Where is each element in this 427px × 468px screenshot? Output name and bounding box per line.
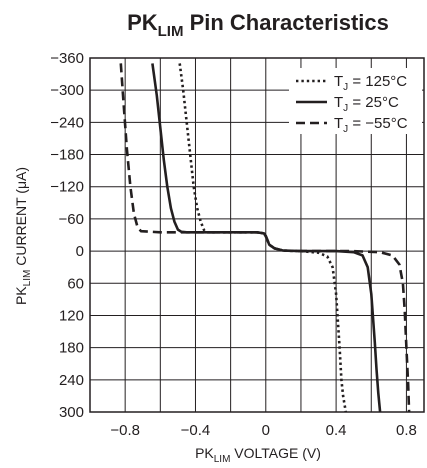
plot-frame <box>89 57 425 413</box>
y-tick-label: 300 <box>59 404 84 421</box>
y-tick-label: 120 <box>59 307 84 324</box>
y-tick-label: −300 <box>50 82 84 99</box>
y-tick-label: 60 <box>67 275 84 292</box>
legend-label: TJ = 125°C <box>334 73 407 93</box>
x-tick-label: 0.8 <box>396 422 417 439</box>
y-tick-label: −60 <box>59 211 84 228</box>
x-axis-ticks: −0.8 −0.4 0 0.4 0.8 <box>110 422 417 439</box>
y-axis-label: PKLIM CURRENT (μA) <box>13 167 33 305</box>
y-tick-label: 0 <box>76 243 84 260</box>
x-axis-label: PKLIM VOLTAGE (V) <box>195 445 321 465</box>
y-axis-ticks: −360 −300 −240 −180 −120 −60 0 60 120 180 240 300 <box>50 50 84 421</box>
x-tick-label: 0 <box>262 422 270 439</box>
y-tick-label: −360 <box>50 50 84 67</box>
legend-label: TJ = 25°C <box>334 94 399 114</box>
y-tick-label: −180 <box>50 147 84 164</box>
legend: TJ = 125°CTJ = 25°CTJ = −55°C <box>289 68 422 135</box>
legend-label: TJ = −55°C <box>334 115 408 135</box>
y-tick-label: −240 <box>50 114 84 131</box>
x-tick-label: −0.8 <box>110 422 140 439</box>
x-tick-label: −0.4 <box>181 422 211 439</box>
y-tick-label: −120 <box>50 179 84 196</box>
y-tick-label: 240 <box>59 372 84 389</box>
y-tick-label: 180 <box>59 340 84 357</box>
chart-title: PKLIM Pin Characteristics <box>127 10 389 40</box>
x-tick-label: 0.4 <box>326 422 347 439</box>
series-lines <box>119 63 411 413</box>
